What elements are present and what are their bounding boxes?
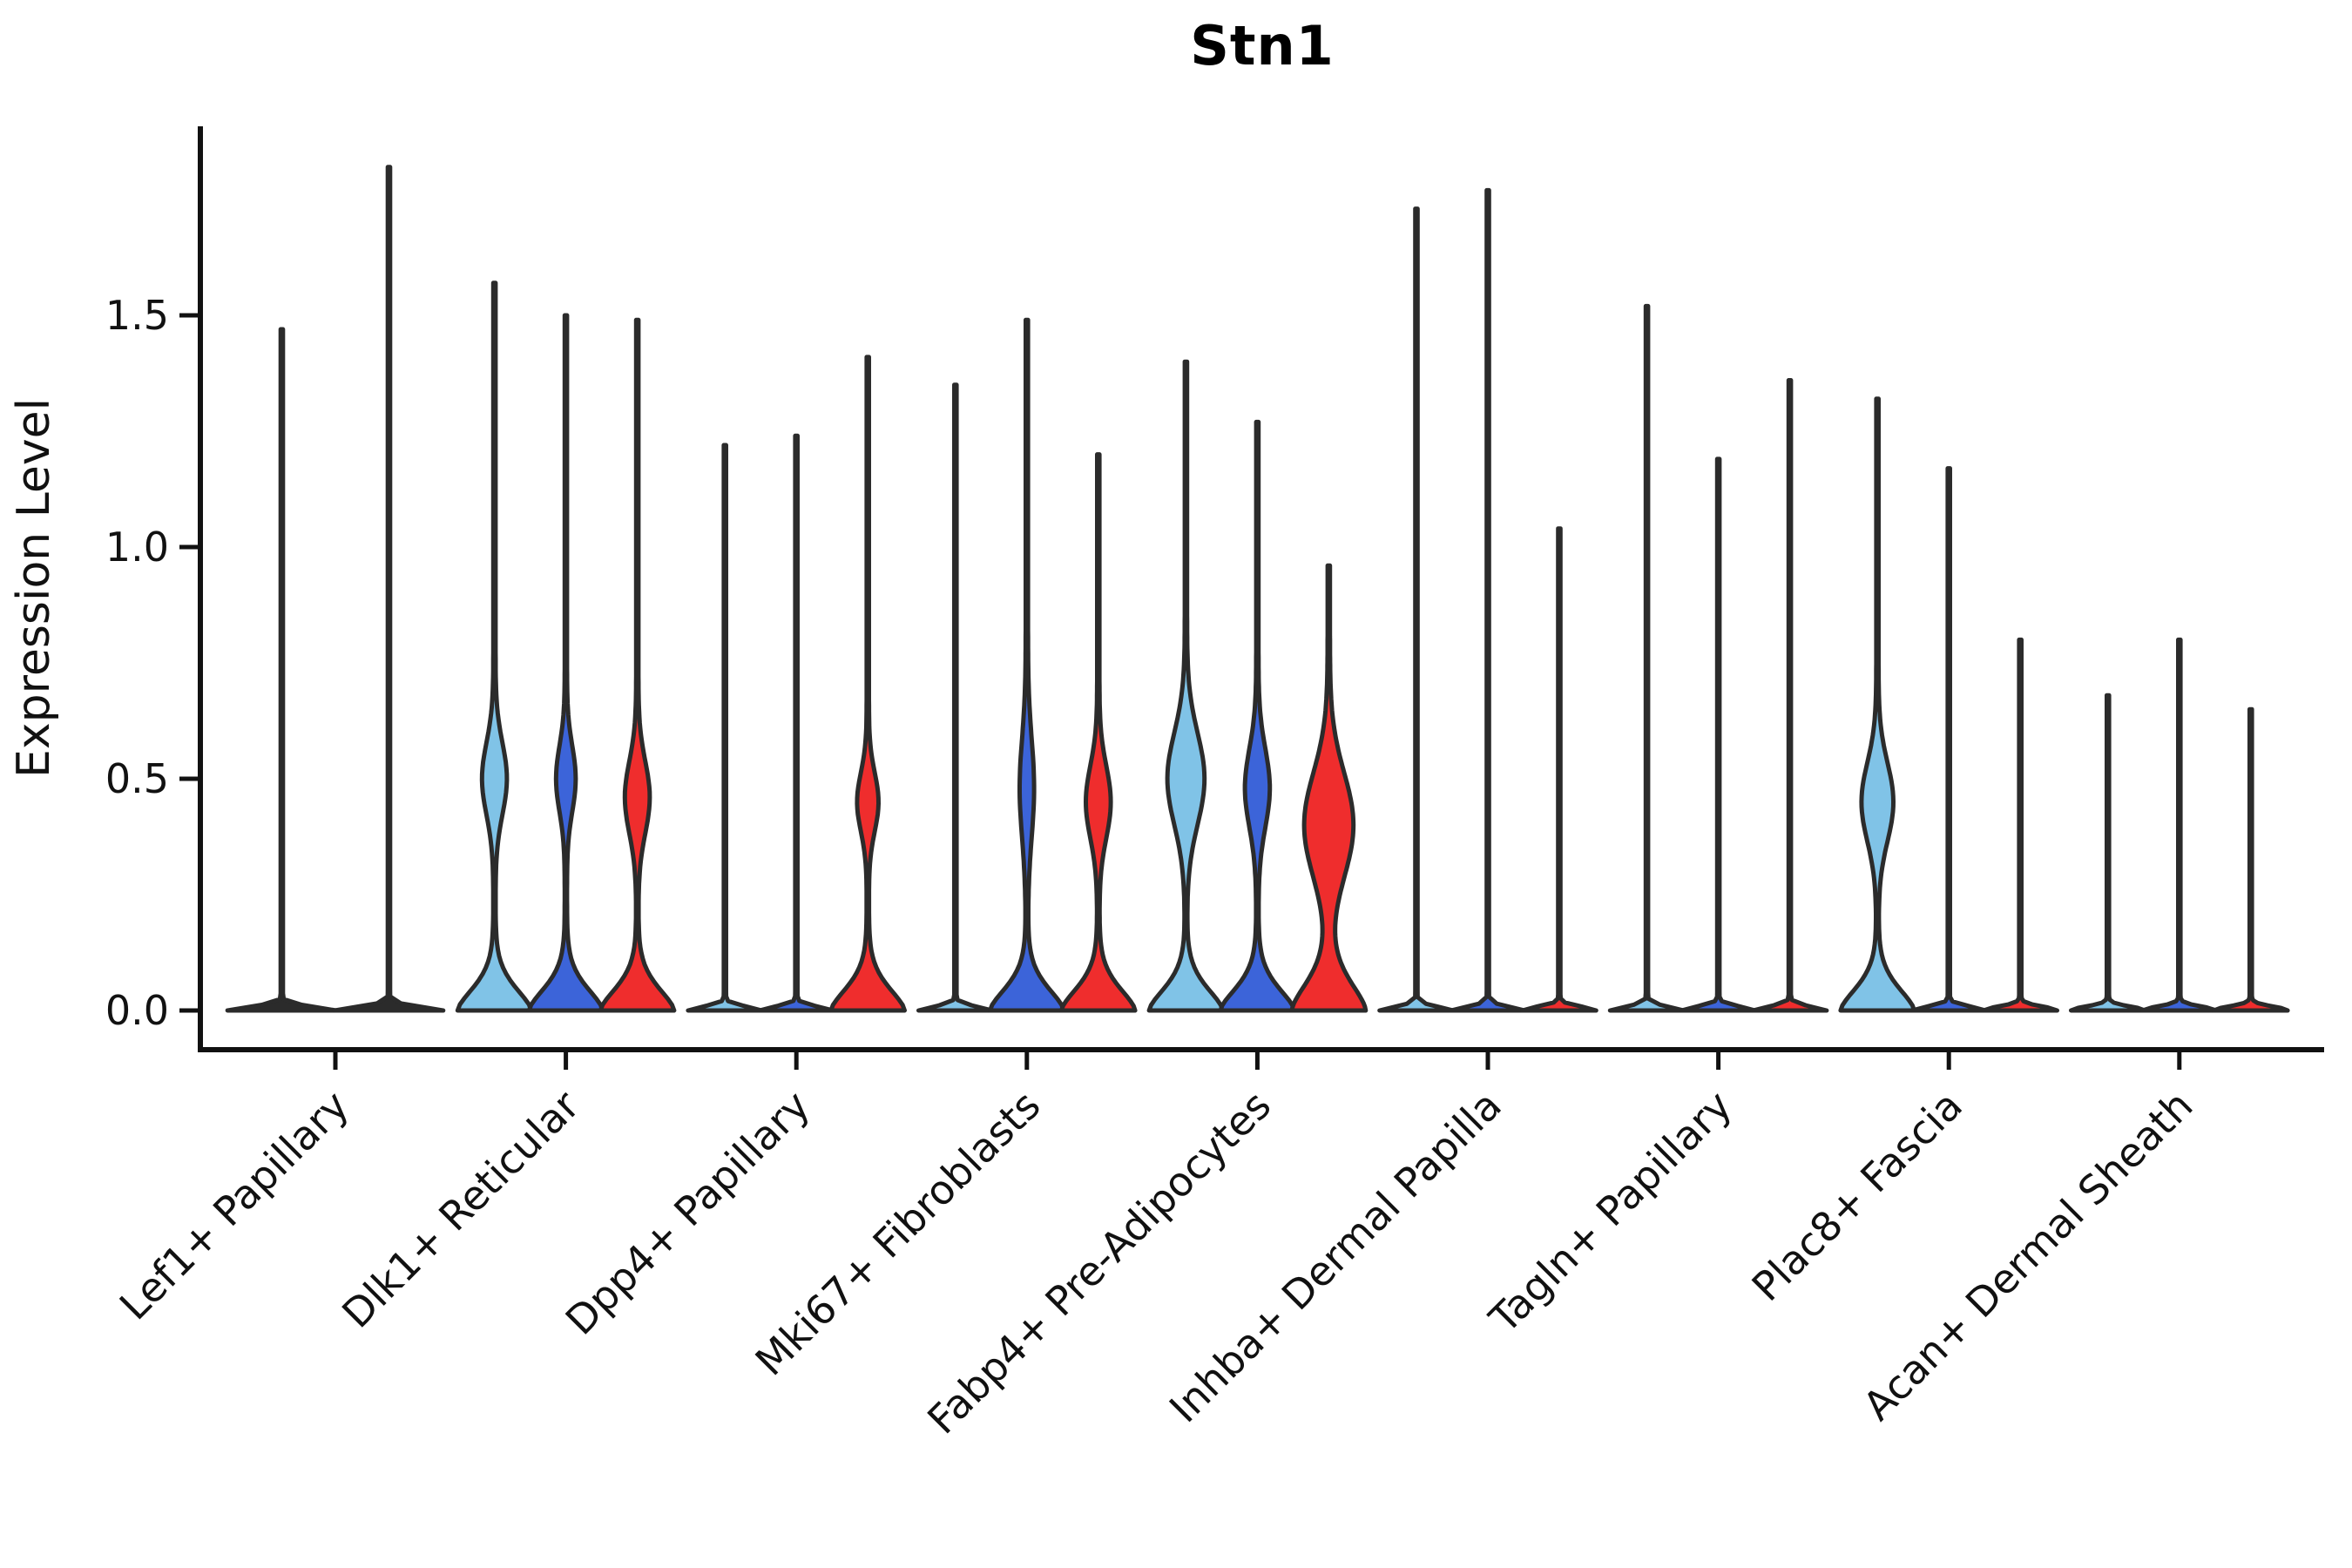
violin-group4-v1 <box>916 382 995 1013</box>
x-tick-label: Plac8+ Fascia <box>1743 1082 1971 1310</box>
violin-group9-v3 <box>2212 706 2290 1013</box>
violin-group5-v3 <box>1289 563 1369 1013</box>
violin-group3-v1 <box>686 443 764 1013</box>
violin-group2-v2 <box>526 313 605 1013</box>
violin-group4-v3 <box>1059 452 1138 1013</box>
y-tick-label: 1.5 <box>105 292 169 339</box>
violin-group1-v1 <box>225 327 339 1013</box>
x-tick-label: Dlk1+ Reticular <box>333 1082 588 1337</box>
violin-group2-v3 <box>598 317 677 1013</box>
y-tick-label: 0.0 <box>105 987 169 1034</box>
violin-group8-v2 <box>1909 466 1988 1013</box>
violin-group8-v1 <box>1838 396 1916 1013</box>
x-tick-label: Dpp4+ Papillary <box>557 1082 819 1344</box>
violin-group3-v3 <box>828 355 907 1013</box>
violin-group7-v2 <box>1679 456 1758 1013</box>
y-tick-label: 1.0 <box>105 524 169 571</box>
violin-group5-v1 <box>1146 359 1226 1013</box>
violin-group7-v3 <box>1750 378 1829 1013</box>
y-axis-label: Expression Level <box>8 398 60 778</box>
violin-group3-v2 <box>757 433 835 1013</box>
chart-title: Stn1 <box>1190 14 1335 78</box>
x-tick-label: Tagln+ Papillary <box>1480 1082 1741 1343</box>
violin-group6-v3 <box>1520 526 1598 1013</box>
violin-group9-v1 <box>2069 693 2147 1013</box>
violin-group8-v3 <box>1981 637 2059 1013</box>
violin-group6-v2 <box>1449 187 1527 1013</box>
y-tick-label: 0.5 <box>105 755 169 802</box>
violin-group7-v1 <box>1607 303 1686 1013</box>
axes-spines <box>198 126 2324 1052</box>
violin-group1-v2 <box>332 165 446 1013</box>
violin-group6-v1 <box>1377 206 1456 1013</box>
violin-group4-v2 <box>988 317 1066 1013</box>
violin-group2-v1 <box>455 280 534 1013</box>
violin-group5-v2 <box>1218 419 1297 1013</box>
x-tick-label: Lef1+ Papillary <box>111 1082 358 1329</box>
violin-group9-v2 <box>2140 637 2219 1013</box>
